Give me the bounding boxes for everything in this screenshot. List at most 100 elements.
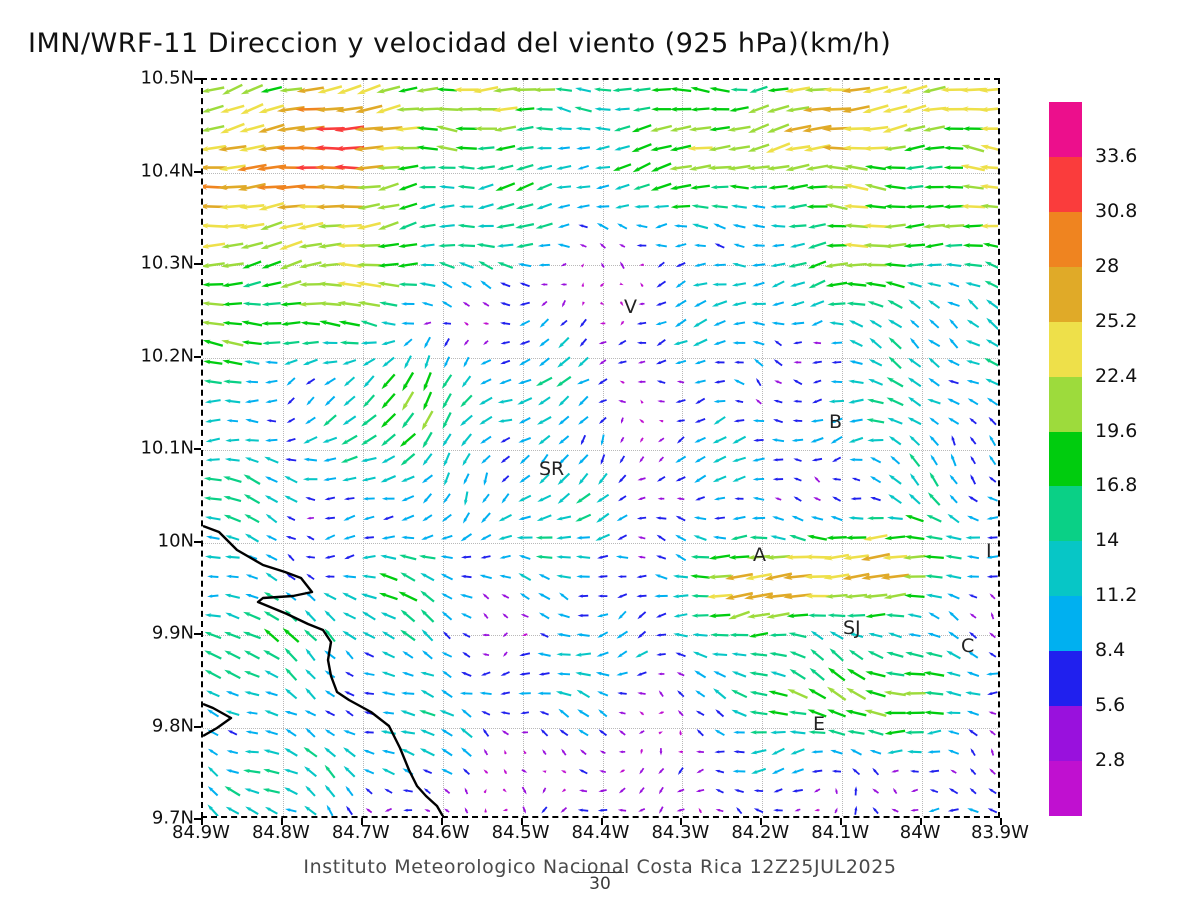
wind-arrow — [619, 282, 624, 286]
wind-arrow — [951, 435, 956, 446]
wind-arrow — [747, 143, 770, 152]
wind-arrow — [942, 204, 964, 210]
wind-arrow — [869, 750, 882, 755]
wind-arrow — [324, 516, 335, 520]
wind-arrow — [943, 126, 964, 131]
wind-arrow — [575, 492, 591, 504]
wind-arrow — [674, 243, 687, 248]
wind-arrow — [823, 573, 850, 580]
wind-arrow — [969, 613, 977, 619]
wind-arrow — [793, 496, 802, 502]
wind-arrow — [806, 184, 828, 190]
wind-arrow — [865, 281, 886, 288]
wind-arrow — [790, 300, 805, 306]
footer-overlay-rule — [576, 872, 624, 873]
wind-arrow — [744, 592, 774, 600]
wind-arrow — [924, 204, 944, 209]
wind-arrow — [285, 667, 298, 681]
wind-arrow — [375, 104, 401, 114]
wind-arrow — [749, 185, 768, 190]
wind-arrow — [423, 321, 432, 325]
wind-arrow — [617, 223, 628, 230]
wind-arrow — [483, 788, 487, 794]
wind-arrow — [319, 320, 341, 327]
wind-arrow — [275, 145, 306, 152]
wind-arrow — [361, 476, 376, 482]
wind-arrow — [864, 709, 887, 717]
wind-arrow — [690, 107, 710, 112]
wind-arrow — [206, 535, 220, 540]
wind-arrow — [515, 182, 534, 192]
wind-arrow — [945, 574, 962, 580]
wind-arrow — [925, 165, 943, 170]
wind-arrow — [420, 689, 435, 698]
wind-arrow — [460, 414, 473, 427]
wind-arrow — [658, 731, 663, 735]
wind-arrow — [577, 709, 590, 718]
wind-arrow — [613, 125, 631, 132]
wind-arrow — [696, 768, 704, 774]
wind-arrow — [363, 375, 375, 388]
wind-arrow — [883, 223, 906, 229]
wind-arrow — [770, 535, 786, 541]
wind-arrow — [324, 784, 336, 798]
wind-arrow — [225, 769, 239, 774]
wind-arrow — [421, 410, 434, 431]
wind-arrow — [460, 394, 473, 408]
wind-arrow — [830, 435, 843, 444]
wind-arrow — [943, 145, 964, 151]
wind-arrow — [496, 243, 514, 248]
wind-arrow — [556, 375, 572, 387]
wind-arrow — [868, 378, 883, 386]
wind-arrow — [966, 555, 980, 560]
wind-arrow — [462, 651, 471, 658]
wind-arrow — [224, 669, 241, 680]
wind-arrow — [731, 671, 747, 678]
wind-arrow — [324, 377, 336, 386]
wind-arrow — [265, 513, 278, 524]
wind-arrow — [519, 454, 530, 465]
wind-arrow — [287, 397, 295, 405]
wind-arrow — [962, 126, 984, 132]
wind-arrow — [612, 87, 632, 93]
wind-arrow — [481, 671, 491, 676]
wind-arrow — [811, 320, 823, 326]
wind-arrow — [789, 651, 806, 659]
wind-arrow — [619, 380, 625, 384]
wind-arrow — [442, 433, 452, 447]
wind-arrow — [324, 670, 336, 679]
wind-arrow — [438, 204, 455, 209]
wind-arrow — [694, 243, 706, 248]
wind-arrow — [343, 765, 356, 778]
wind-arrow — [813, 788, 821, 793]
wind-arrow — [986, 397, 998, 406]
wind-arrow — [398, 221, 417, 230]
wind-arrow — [401, 672, 414, 677]
wind-arrow — [891, 808, 899, 813]
wind-arrow — [771, 280, 785, 288]
wind-arrow — [400, 302, 415, 306]
wind-arrow — [959, 87, 987, 93]
colorbar-tick-label: 8.4 — [1095, 639, 1126, 662]
wind-arrow — [811, 360, 822, 364]
wind-arrow — [245, 574, 259, 580]
wind-arrow — [732, 341, 746, 345]
wind-arrow — [381, 340, 396, 345]
wind-arrow — [979, 106, 998, 113]
wind-arrow — [826, 223, 847, 229]
wind-arrow — [824, 164, 849, 171]
wind-arrow — [852, 768, 861, 776]
wind-arrow — [979, 126, 998, 132]
wind-arrow — [501, 475, 510, 483]
colorbar-tick-label: 11.2 — [1095, 584, 1138, 607]
wind-arrow — [882, 554, 908, 561]
wind-arrow — [792, 419, 803, 423]
wind-arrow — [656, 380, 666, 384]
wind-arrow — [317, 85, 343, 94]
y-axis-tick — [194, 170, 201, 173]
wind-arrow — [579, 789, 588, 793]
wind-arrow — [905, 165, 924, 171]
wind-arrow — [970, 455, 976, 465]
wind-arrow — [657, 497, 665, 501]
wind-arrow — [691, 204, 709, 209]
